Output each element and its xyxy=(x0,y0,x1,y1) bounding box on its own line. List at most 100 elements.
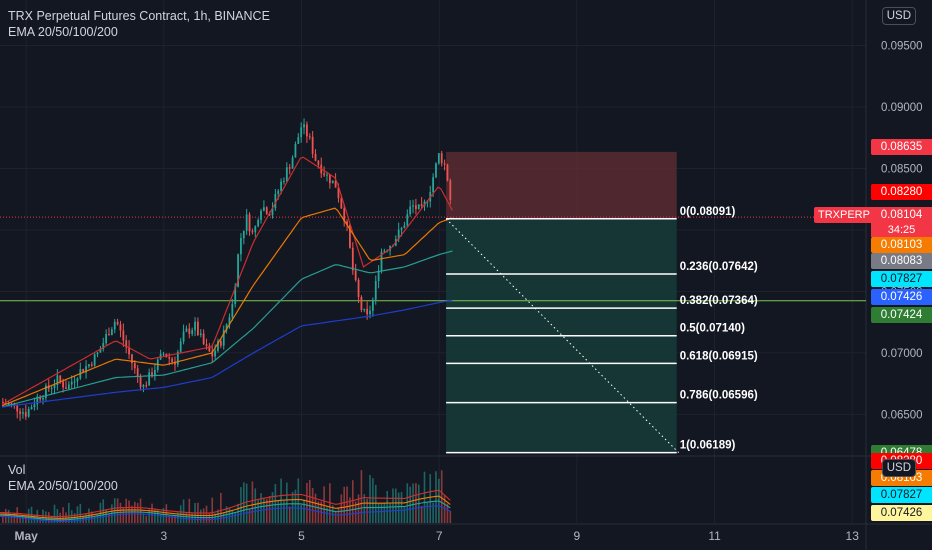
candle-body xyxy=(251,231,254,233)
volume-bar xyxy=(159,513,162,523)
volume-bar xyxy=(277,500,280,523)
candle-body xyxy=(285,167,288,181)
fib-level-label: 0.5(0.07140) xyxy=(680,323,745,335)
candle-body xyxy=(202,333,205,345)
volume-bar xyxy=(205,505,208,523)
currency-button[interactable]: USD xyxy=(881,7,916,25)
volume-bar xyxy=(420,505,423,523)
candle-body xyxy=(208,345,211,352)
candle-body xyxy=(317,160,320,165)
candle-body xyxy=(136,368,139,377)
volume-bar xyxy=(397,492,400,523)
candle-body xyxy=(119,324,122,331)
candle-body xyxy=(168,357,171,359)
volume-bar xyxy=(251,481,254,523)
candle-body xyxy=(131,354,133,364)
candle-body xyxy=(85,366,87,373)
symbol-tag: TRXPERP xyxy=(814,207,874,223)
candle-body xyxy=(191,330,194,334)
volume-bar xyxy=(191,513,193,523)
volume-bar xyxy=(237,503,239,523)
volume-bar xyxy=(380,502,383,523)
candle-body xyxy=(354,270,357,280)
candle-body xyxy=(10,403,13,405)
candle-body xyxy=(82,369,85,373)
volume-bar xyxy=(311,487,314,523)
chart-legend: TRX Perpetual Futures Contract, 1h, BINA… xyxy=(8,8,270,40)
volume-bar xyxy=(45,511,47,523)
volume-bar xyxy=(122,507,125,523)
volume-bar xyxy=(154,509,156,523)
candle-body xyxy=(369,310,371,315)
candle-body xyxy=(245,214,248,231)
candle-body xyxy=(403,225,406,228)
candle-body xyxy=(257,219,260,227)
volume-bar xyxy=(400,492,403,523)
candle-body xyxy=(33,404,36,408)
candle-body xyxy=(337,187,340,199)
candle-body xyxy=(27,409,30,417)
volume-bar xyxy=(73,513,76,523)
candle-body xyxy=(96,352,99,355)
candle-body xyxy=(99,348,102,353)
volume-bar xyxy=(323,486,325,523)
candle-body xyxy=(288,167,291,169)
candle-body xyxy=(306,124,308,137)
x-tick-label: 3 xyxy=(160,529,167,543)
ema-indicator-label[interactable]: EMA 20/50/100/200 xyxy=(8,25,118,39)
volume-bar xyxy=(148,509,150,523)
candle-body xyxy=(440,153,443,164)
candle-body xyxy=(380,251,383,271)
ema20-line xyxy=(1,156,453,406)
candle-body xyxy=(90,364,93,366)
fib-trend-line xyxy=(445,218,680,454)
candle-body xyxy=(108,334,110,336)
candle-body xyxy=(363,308,366,310)
candle-body xyxy=(420,204,423,207)
volume-bar xyxy=(432,502,434,523)
candle-body xyxy=(260,210,262,220)
candle-body xyxy=(412,205,414,207)
volume-bar xyxy=(300,504,302,523)
candle-body xyxy=(351,247,354,271)
x-tick-label: 7 xyxy=(436,529,443,543)
candle-body xyxy=(70,381,73,385)
volume-ema-label[interactable]: EMA 20/50/100/200 xyxy=(8,479,118,493)
candle-body xyxy=(248,214,251,232)
candle-body xyxy=(142,385,145,388)
candle-body xyxy=(417,204,420,210)
volume-bar xyxy=(25,515,27,523)
volume-ema50-line xyxy=(0,495,451,519)
volume-bar xyxy=(174,515,176,523)
candle-body xyxy=(36,396,39,405)
candle-body xyxy=(366,308,369,315)
y-tick-label: 0.06500 xyxy=(881,409,923,421)
candle-body xyxy=(24,412,27,417)
candle-body xyxy=(30,407,33,410)
candle-body xyxy=(88,364,90,367)
volume-bar xyxy=(446,503,449,523)
volume-bar xyxy=(415,483,417,523)
volume-bar xyxy=(142,513,145,523)
candle-body xyxy=(435,163,437,178)
price-tag: 0.08635 xyxy=(871,139,932,155)
volume-bar xyxy=(265,499,268,523)
candle-body xyxy=(331,180,334,184)
candle-body xyxy=(360,297,363,310)
volume-bar xyxy=(228,508,231,523)
volume-bar xyxy=(36,509,39,523)
candle-body xyxy=(449,180,452,200)
volume-bar xyxy=(102,499,105,523)
candle-body xyxy=(357,279,360,298)
candle-body xyxy=(174,361,176,365)
volume-bar xyxy=(363,494,366,523)
candle-body xyxy=(274,193,277,209)
fib-level-label: 0(0.08091) xyxy=(680,206,736,218)
volume-bar xyxy=(326,507,328,523)
volume-bar xyxy=(377,503,380,523)
volume-ema200-line xyxy=(0,505,451,522)
candle-body xyxy=(231,303,234,318)
volume-currency-button[interactable]: USD xyxy=(881,459,916,477)
volume-bar xyxy=(334,510,337,523)
